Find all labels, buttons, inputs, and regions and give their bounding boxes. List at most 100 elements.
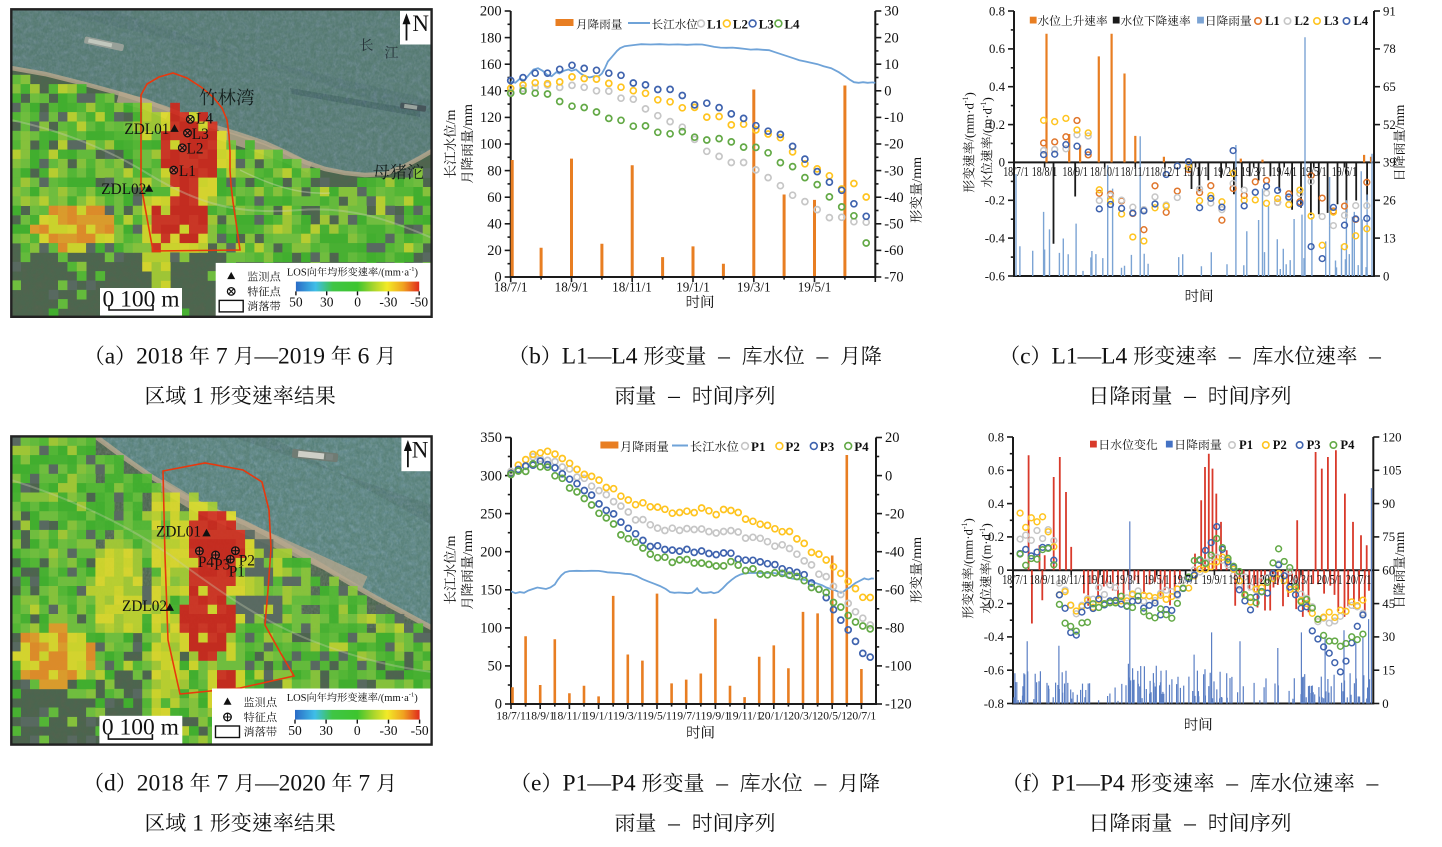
svg-text:19/9/1: 19/9/1 bbox=[701, 710, 731, 723]
svg-text:ZDL02: ZDL02 bbox=[122, 598, 167, 615]
svg-text:18/8/1: 18/8/1 bbox=[1032, 164, 1058, 179]
svg-text:0.2: 0.2 bbox=[988, 530, 1004, 544]
svg-text:19/11/1: 19/11/1 bbox=[727, 710, 762, 723]
svg-text:—2019: —2019 bbox=[254, 343, 331, 369]
svg-text:150: 150 bbox=[480, 583, 502, 599]
svg-text:20/3/1: 20/3/1 bbox=[788, 710, 818, 723]
svg-text:-80: -80 bbox=[885, 621, 904, 637]
svg-text:120: 120 bbox=[1382, 430, 1401, 444]
svg-text:-30: -30 bbox=[379, 295, 397, 310]
svg-text:0: 0 bbox=[998, 564, 1004, 578]
svg-text:6: 6 bbox=[352, 343, 376, 369]
svg-text:-40: -40 bbox=[885, 544, 904, 560]
svg-text:20: 20 bbox=[885, 430, 900, 446]
svg-text:–: – bbox=[1215, 771, 1250, 797]
svg-text:LOS: LOS bbox=[287, 268, 307, 279]
svg-text:-60: -60 bbox=[885, 583, 904, 599]
svg-text:/(m·d: /(m·d bbox=[981, 107, 995, 136]
svg-text:18/7/1: 18/7/1 bbox=[1003, 164, 1028, 179]
svg-text:-0.2: -0.2 bbox=[985, 194, 1005, 208]
svg-text:N: N bbox=[412, 438, 429, 463]
svg-text:0: 0 bbox=[354, 723, 361, 738]
svg-text:300: 300 bbox=[480, 468, 502, 484]
svg-text:L3: L3 bbox=[759, 17, 775, 32]
svg-text:39: 39 bbox=[1383, 156, 1396, 170]
svg-text:7: 7 bbox=[211, 771, 235, 797]
svg-text:18/12/1: 18/12/1 bbox=[1150, 164, 1180, 179]
svg-text:250: 250 bbox=[480, 506, 502, 522]
svg-text:L2: L2 bbox=[187, 141, 204, 158]
svg-text:L1: L1 bbox=[1265, 14, 1280, 28]
svg-text:-40: -40 bbox=[884, 190, 903, 206]
svg-text:26: 26 bbox=[1383, 194, 1396, 208]
svg-text:–: – bbox=[1172, 810, 1207, 836]
svg-text:-1: -1 bbox=[960, 522, 969, 529]
svg-text:19/1/1: 19/1/1 bbox=[584, 710, 614, 723]
svg-text:0: 0 bbox=[885, 468, 892, 484]
svg-text:P1: P1 bbox=[751, 439, 765, 454]
svg-text:19/9/1: 19/9/1 bbox=[1202, 572, 1228, 587]
svg-text:-0.8: -0.8 bbox=[984, 697, 1004, 711]
svg-text:–: – bbox=[656, 383, 691, 409]
svg-text:): ) bbox=[980, 523, 994, 527]
svg-text:60: 60 bbox=[1382, 564, 1395, 578]
svg-text:-30: -30 bbox=[380, 723, 398, 738]
svg-text:18/11/1: 18/11/1 bbox=[612, 280, 652, 295]
svg-text:-0.4: -0.4 bbox=[984, 630, 1005, 644]
svg-text:P2: P2 bbox=[239, 553, 255, 570]
svg-text:19/1/1: 19/1/1 bbox=[1087, 572, 1113, 587]
svg-text:-1: -1 bbox=[979, 101, 988, 108]
svg-text:–: – bbox=[1357, 343, 1381, 369]
svg-text:P1: P1 bbox=[229, 564, 245, 581]
svg-text:18/11/1: 18/11/1 bbox=[1121, 164, 1151, 179]
svg-text:50: 50 bbox=[288, 723, 302, 738]
svg-text:P1: P1 bbox=[1239, 438, 1253, 452]
svg-text:19/5/1: 19/5/1 bbox=[798, 280, 832, 295]
svg-text:19/11/1: 19/11/1 bbox=[1229, 572, 1259, 587]
svg-text:2018: 2018 bbox=[137, 771, 190, 797]
svg-text:-50: -50 bbox=[410, 295, 428, 310]
svg-text:19/5/1: 19/5/1 bbox=[642, 710, 672, 723]
svg-text:L3: L3 bbox=[192, 126, 209, 143]
svg-text:/mm: /mm bbox=[1392, 531, 1407, 556]
svg-text:L4: L4 bbox=[784, 17, 800, 32]
svg-text:200: 200 bbox=[480, 4, 502, 20]
svg-text:-1: -1 bbox=[409, 266, 414, 273]
svg-text:13: 13 bbox=[1383, 231, 1396, 245]
svg-text:20/5/1: 20/5/1 bbox=[1317, 572, 1343, 587]
svg-text:45: 45 bbox=[1382, 597, 1395, 611]
svg-text:L2: L2 bbox=[1295, 14, 1310, 28]
svg-text:P4: P4 bbox=[198, 554, 215, 571]
svg-text:P2: P2 bbox=[1273, 438, 1287, 452]
svg-text:–: – bbox=[705, 771, 740, 797]
svg-text:-1: -1 bbox=[409, 692, 414, 699]
svg-text:18/7/1: 18/7/1 bbox=[494, 280, 528, 295]
svg-text:50: 50 bbox=[289, 295, 303, 310]
svg-text:/mm: /mm bbox=[461, 530, 476, 556]
svg-text:18/7/1: 18/7/1 bbox=[496, 710, 526, 723]
svg-text:L1: L1 bbox=[707, 17, 722, 32]
svg-text:0 100 m: 0 100 m bbox=[102, 714, 179, 740]
svg-text:-70: -70 bbox=[884, 270, 903, 286]
svg-text:1: 1 bbox=[186, 810, 210, 836]
svg-text:P1—P4: P1—P4 bbox=[1052, 771, 1131, 797]
svg-text:15: 15 bbox=[1382, 664, 1395, 678]
svg-text:): ) bbox=[414, 693, 418, 704]
svg-text:0.2: 0.2 bbox=[989, 118, 1005, 132]
svg-text:e: e bbox=[531, 771, 541, 797]
svg-text:f: f bbox=[1023, 771, 1031, 797]
svg-text:-100: -100 bbox=[885, 659, 912, 675]
svg-text:0: 0 bbox=[495, 697, 502, 713]
svg-text:–: – bbox=[656, 810, 691, 836]
svg-text:20: 20 bbox=[884, 30, 899, 46]
svg-text:-10: -10 bbox=[884, 110, 903, 126]
svg-text:20: 20 bbox=[487, 243, 502, 259]
svg-text:/m: /m bbox=[444, 110, 459, 125]
svg-text:/mm: /mm bbox=[910, 537, 925, 563]
svg-text:-0.6: -0.6 bbox=[984, 664, 1005, 678]
svg-text:7: 7 bbox=[353, 771, 377, 797]
svg-text:LOS: LOS bbox=[287, 693, 307, 704]
svg-text:19/4/1: 19/4/1 bbox=[1272, 164, 1298, 179]
svg-text:/(mm·a: /(mm·a bbox=[378, 268, 409, 279]
svg-text:75: 75 bbox=[1382, 530, 1395, 544]
